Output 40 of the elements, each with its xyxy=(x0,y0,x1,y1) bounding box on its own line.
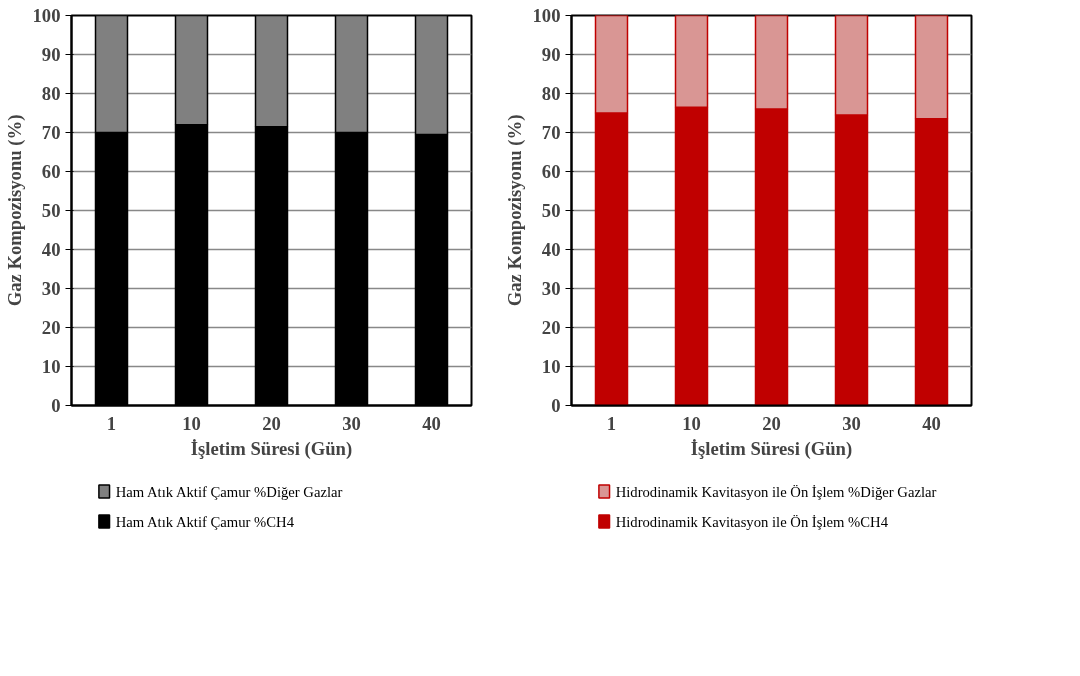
y-tick-label: 60 xyxy=(541,161,561,182)
x-axis-title: İşletim Süresi (Gün) xyxy=(190,437,353,460)
y-tick-label: 0 xyxy=(51,395,61,416)
legend-label: Ham Atık Aktif Çamur %Diğer Gazlar xyxy=(115,483,343,500)
y-tick-label: 80 xyxy=(541,83,561,104)
y-tick-label: 50 xyxy=(541,200,561,221)
y-tick-label: 0 xyxy=(551,395,561,416)
y-tick-label: 70 xyxy=(541,122,561,143)
y-tick-label: 100 xyxy=(532,5,561,26)
x-tick-label: 20 xyxy=(762,412,781,434)
y-tick-label: 30 xyxy=(41,278,61,299)
y-tick-label: 90 xyxy=(541,44,561,65)
y-tick-label: 50 xyxy=(41,200,61,221)
y-tick-label: 40 xyxy=(541,239,561,260)
y-axis-title: Gaz Kompozisyonu (%) xyxy=(503,114,526,307)
legend-label: Hidrodinamik Kavitasyon ile Ön İşlem %Diğer Gazlar xyxy=(615,483,937,500)
x-tick-label: 1 xyxy=(106,412,117,434)
y-tick-label: 90 xyxy=(41,44,61,65)
y-tick-label: 10 xyxy=(41,356,61,377)
x-tick-label: 10 xyxy=(682,412,701,434)
x-tick-label: 40 xyxy=(422,412,441,434)
legend-label: Hidrodinamik Kavitasyon ile Ön İşlem %CH4 xyxy=(615,513,889,530)
y-tick-label: 80 xyxy=(41,83,61,104)
y-tick-label: 60 xyxy=(41,161,61,182)
x-tick-label: 20 xyxy=(262,412,281,434)
x-axis-title: İşletim Süresi (Gün) xyxy=(690,437,853,460)
y-tick-label: 40 xyxy=(41,239,61,260)
x-tick-label: 40 xyxy=(922,412,941,434)
y-tick-label: 20 xyxy=(41,317,61,338)
y-tick-label: 10 xyxy=(541,356,561,377)
x-tick-label: 1 xyxy=(606,412,617,434)
x-tick-label: 30 xyxy=(842,412,861,434)
y-tick-label: 70 xyxy=(41,122,61,143)
x-tick-label: 30 xyxy=(342,412,361,434)
y-tick-label: 20 xyxy=(541,317,561,338)
y-tick-label: 30 xyxy=(541,278,561,299)
x-tick-label: 10 xyxy=(182,412,201,434)
y-axis-title: Gaz Kompozisyonu (%) xyxy=(3,114,26,307)
y-tick-label: 100 xyxy=(32,5,61,26)
legend-label: Ham Atık Aktif Çamur %CH4 xyxy=(115,513,295,530)
